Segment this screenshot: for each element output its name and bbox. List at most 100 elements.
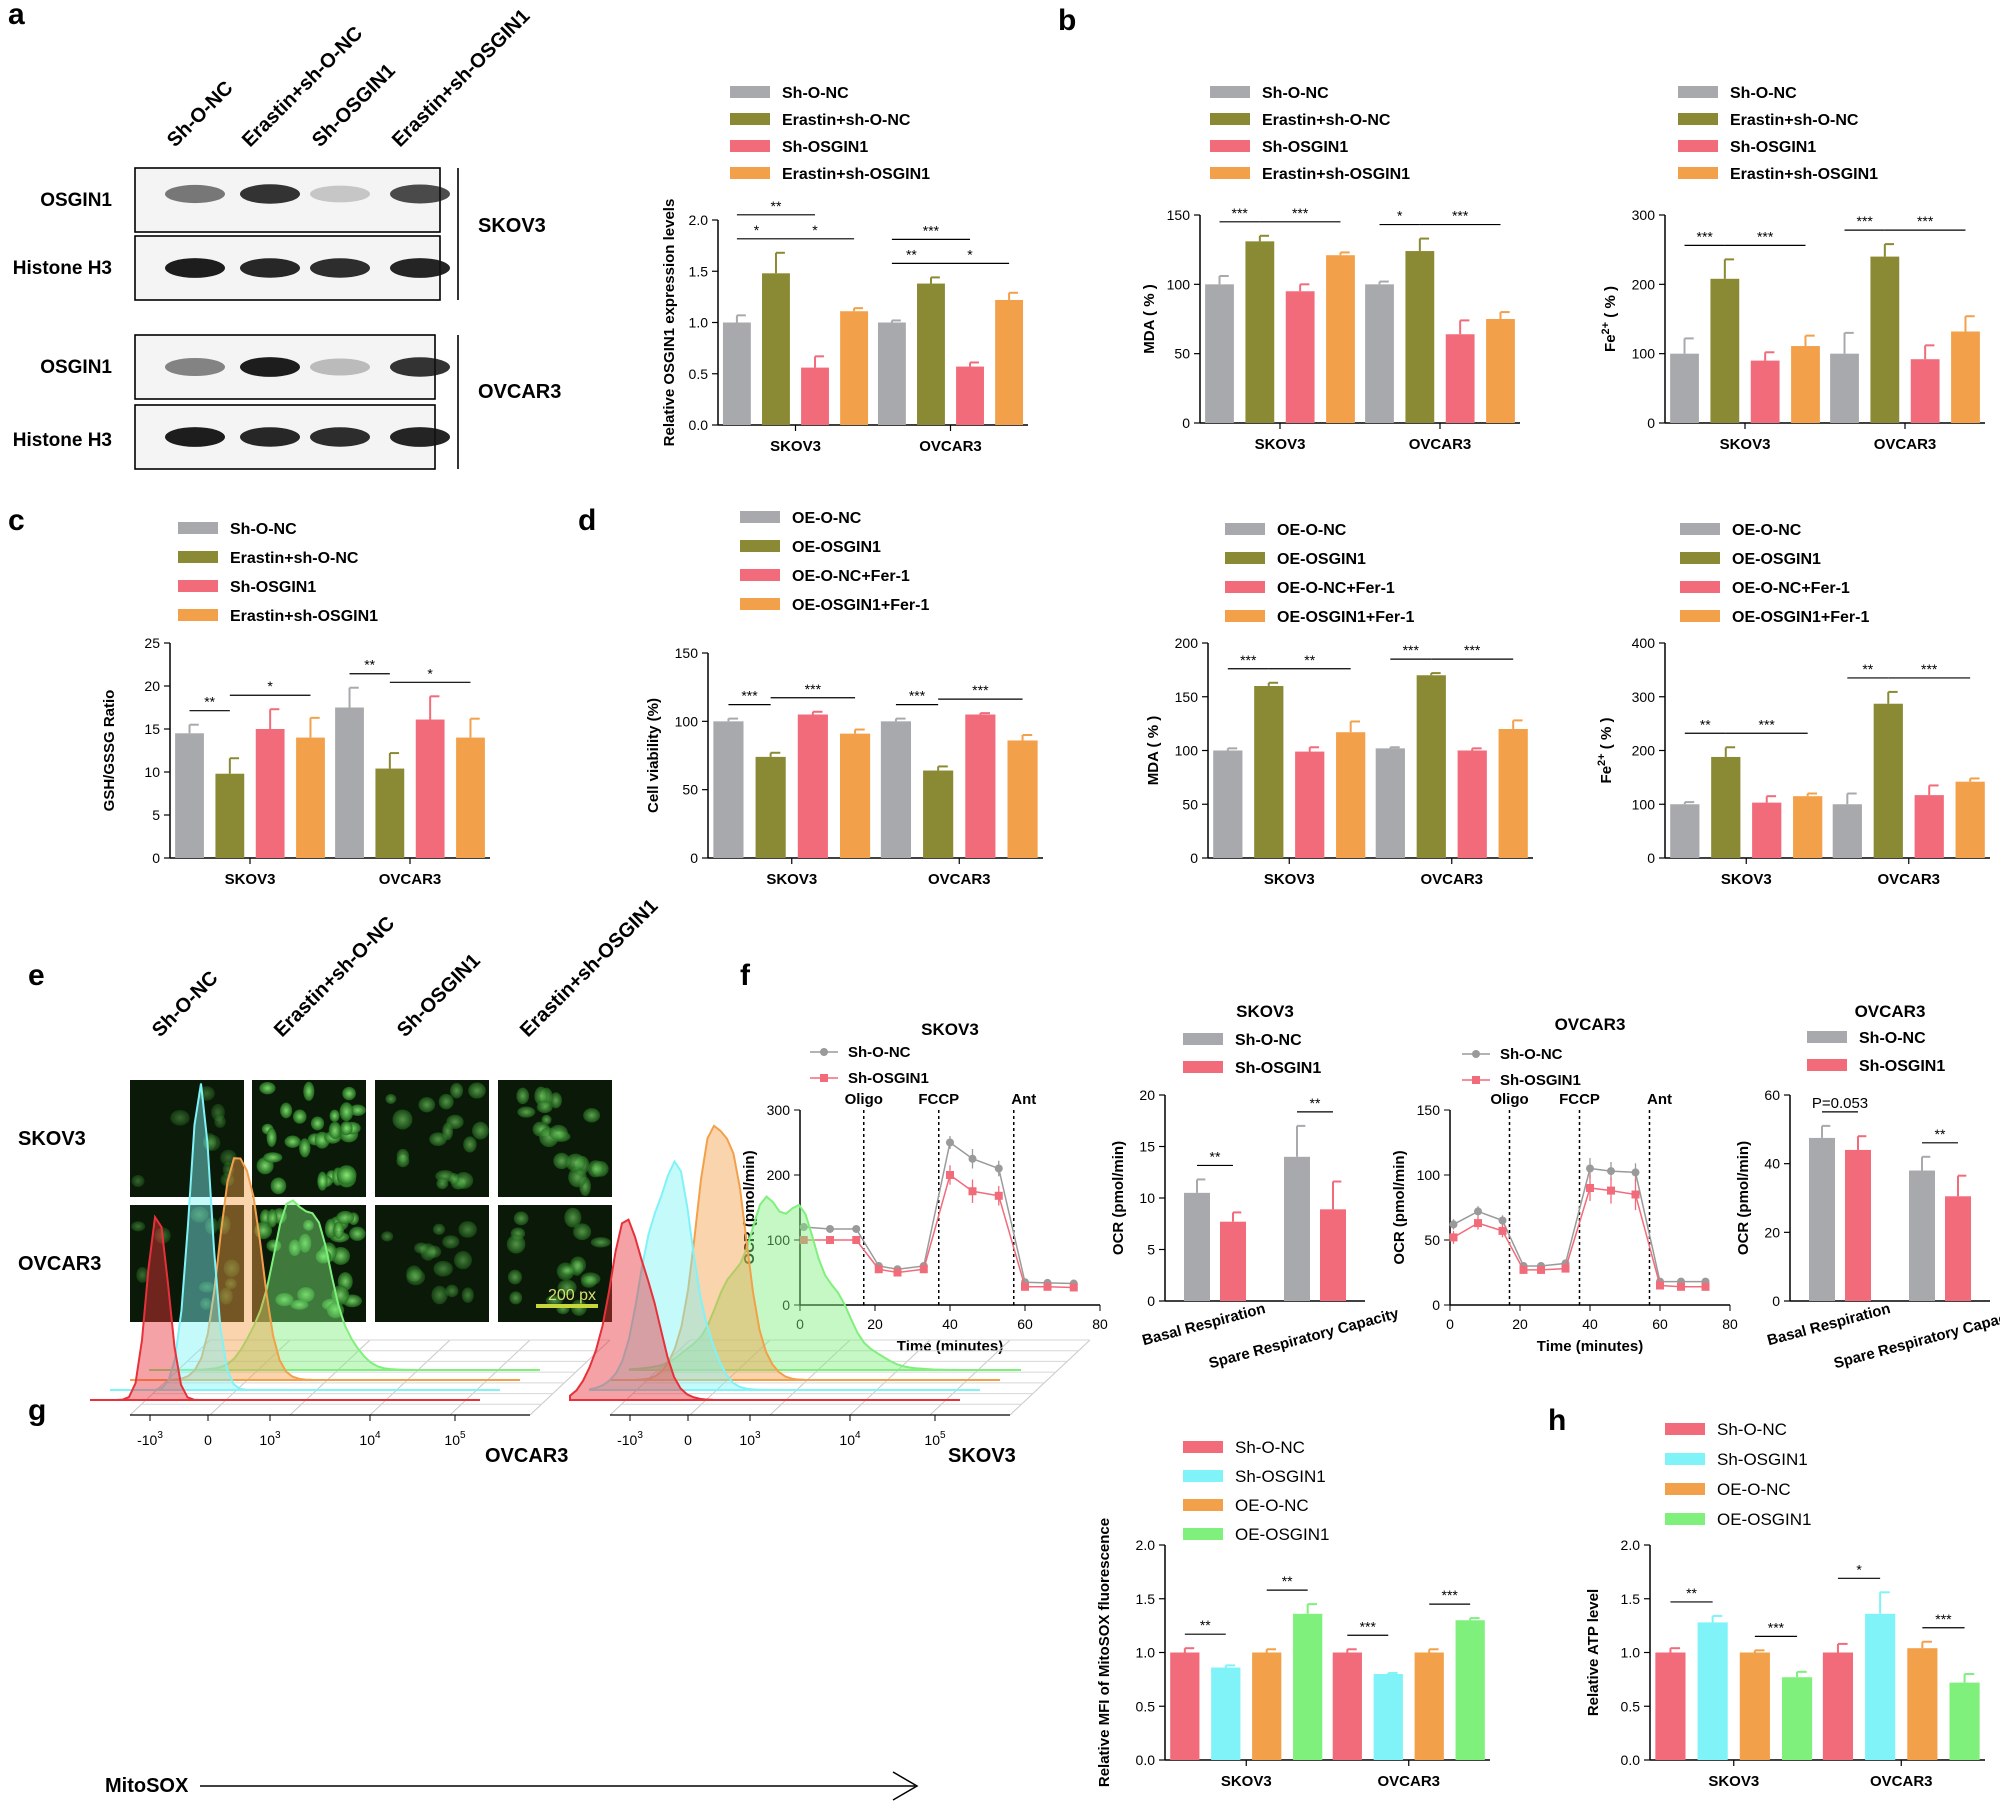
- legend-label: Sh-O-NC: [1717, 1420, 1787, 1439]
- bar: [375, 768, 405, 858]
- significance-label: **: [1935, 1126, 1946, 1142]
- blot-row-label: Histone H3: [13, 430, 112, 451]
- bar: [1670, 804, 1700, 858]
- data-point: [1656, 1281, 1664, 1290]
- y-tick-label: 1.5: [1621, 1591, 1641, 1607]
- significance-label: **: [1862, 661, 1873, 677]
- y-tick-label: 10: [144, 764, 160, 780]
- cell-fluorescence: [298, 1233, 312, 1253]
- x-tick-label: OVCAR3: [1874, 436, 1937, 453]
- bar: [1710, 278, 1740, 423]
- bar: [1284, 1156, 1310, 1301]
- x-axis-label: Time (minutes): [1537, 1338, 1643, 1355]
- cell-fluorescence: [590, 1237, 611, 1248]
- legend-label: Erastin+sh-O-NC: [1730, 112, 1859, 129]
- y-tick-label: 150: [675, 645, 699, 661]
- legend-swatch: [1680, 581, 1720, 593]
- bar: [456, 737, 485, 858]
- legend-label: Sh-O-NC: [1859, 1030, 1926, 1047]
- blot-band: [240, 357, 300, 377]
- cell-fluorescence: [545, 1294, 563, 1307]
- blot-row-label: Histone H3: [13, 258, 112, 279]
- cell-fluorescence: [534, 1086, 548, 1106]
- y-tick-label: 100: [675, 713, 699, 729]
- cell-fluorescence: [438, 1093, 454, 1110]
- significance-label: *: [754, 222, 760, 238]
- cell-fluorescence: [333, 1221, 344, 1239]
- legend-label: Sh-OSGIN1: [1262, 139, 1348, 156]
- cell-fluorescence: [200, 1297, 212, 1310]
- legend-swatch: [1665, 1453, 1705, 1465]
- y-axis-label: GSH/GSSG Ratio: [101, 690, 118, 812]
- y-axis-label: Fe2+ ( % ): [1596, 718, 1615, 784]
- y-tick-label: 2.0: [1136, 1537, 1156, 1553]
- legend-swatch: [1183, 1528, 1223, 1540]
- y-axis-label: Relative MFI of MitoSOX fluorescence: [1096, 1518, 1113, 1787]
- x-tick-label: OVCAR3: [379, 871, 442, 888]
- significance-label: ***: [741, 688, 758, 704]
- cell-fluorescence: [553, 1152, 570, 1170]
- data-point: [1498, 1216, 1507, 1225]
- cell-fluorescence: [275, 1293, 294, 1307]
- legend-label: Erastin+sh-O-NC: [1262, 112, 1391, 129]
- bar: [1945, 1196, 1971, 1301]
- y-tick-label: 0: [1772, 1293, 1780, 1309]
- bar: [1332, 1652, 1362, 1760]
- legend-swatch: [1183, 1061, 1223, 1073]
- y-tick-label: 50: [1174, 346, 1190, 362]
- cell-fluorescence: [509, 1291, 523, 1305]
- legend-label: Erastin+sh-O-NC: [230, 550, 359, 567]
- bar: [1320, 1209, 1346, 1301]
- legend-swatch: [178, 580, 218, 592]
- data-point: [1586, 1184, 1594, 1192]
- legend-swatch: [1680, 523, 1720, 535]
- blot-cell-label: OVCAR3: [478, 381, 561, 403]
- legend-swatch: [730, 86, 770, 98]
- injection-label: Oligo: [1490, 1091, 1528, 1108]
- legend-swatch: [1183, 1033, 1223, 1045]
- legend-swatch: [1678, 86, 1718, 98]
- y-tick-label: 0: [782, 1297, 790, 1313]
- x-tick-label: SKOV3: [1264, 871, 1315, 888]
- significance-label: **: [906, 246, 917, 262]
- histogram-OE-OSGIN1: [629, 1195, 1020, 1371]
- y-axis-label: Relative OSGIN1 expression levels: [661, 199, 678, 447]
- data-point: [1519, 1265, 1528, 1274]
- cell-fluorescence: [288, 1239, 301, 1257]
- legend-label: OE-OSGIN1: [1717, 1510, 1811, 1529]
- grid-line: [849, 1339, 931, 1416]
- y-tick-label: 100: [1175, 743, 1199, 759]
- x-tick-label: 20: [867, 1316, 883, 1332]
- blot-band: [310, 185, 370, 203]
- legend-label: Erastin+sh-OSGIN1: [782, 166, 930, 183]
- data-point: [1474, 1219, 1482, 1228]
- x-tick-label: OVCAR3: [928, 871, 991, 888]
- legend-label: OE-OSGIN1: [1732, 551, 1821, 568]
- bar: [1750, 360, 1780, 423]
- cell-fluorescence: [214, 1115, 226, 1129]
- cell-fluorescence: [170, 1109, 190, 1126]
- cell-fluorescence: [516, 1087, 530, 1105]
- cell-fluorescence: [564, 1207, 582, 1228]
- flow-title: OVCAR3: [485, 1445, 568, 1467]
- legend-label: Sh-OSGIN1: [1235, 1060, 1321, 1077]
- data-point: [1631, 1168, 1640, 1177]
- bar: [1373, 1674, 1403, 1760]
- cell-fluorescence: [266, 1127, 277, 1147]
- bar: [415, 719, 445, 858]
- y-tick-label: 0.5: [1621, 1698, 1641, 1714]
- injection-label: Ant: [1011, 1091, 1036, 1108]
- x-tick-label: 0: [204, 1432, 212, 1448]
- cell-fluorescence: [263, 1152, 283, 1163]
- x-tick-label: 80: [1092, 1316, 1108, 1332]
- blot-cell-label: SKOV3: [478, 215, 546, 237]
- x-tick-label: -103: [137, 1430, 163, 1448]
- x-tick-label: SKOV3: [1221, 1773, 1272, 1790]
- cell-fluorescence: [458, 1221, 477, 1238]
- bar: [1205, 284, 1234, 423]
- y-tick-label: 0: [1182, 415, 1190, 431]
- significance-label: ***: [805, 681, 822, 697]
- legend-label: OE-O-NC+Fer-1: [1732, 580, 1850, 597]
- significance-label: *: [1856, 1561, 1862, 1577]
- scale-bar-label: 200 px: [548, 1287, 596, 1304]
